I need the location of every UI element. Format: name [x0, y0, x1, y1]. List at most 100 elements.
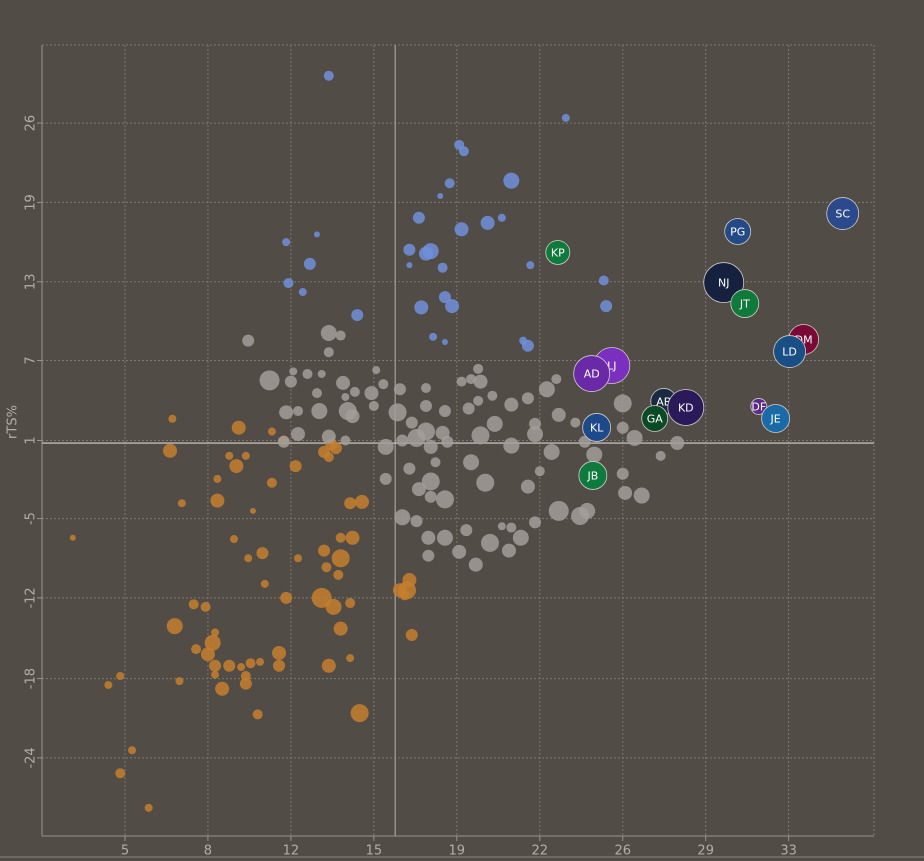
point: [445, 299, 460, 314]
point: [345, 598, 356, 609]
point: [504, 397, 519, 412]
point-label: PG: [730, 225, 745, 238]
point: [497, 213, 506, 222]
x-tick-label: 12: [283, 844, 300, 859]
point: [613, 394, 632, 413]
point: [350, 704, 369, 723]
point: [396, 434, 409, 447]
point: [548, 500, 569, 521]
labeled-point: [573, 355, 611, 392]
point: [420, 399, 432, 412]
point: [468, 557, 483, 572]
point: [69, 534, 76, 541]
point: [323, 452, 334, 463]
point: [323, 70, 334, 81]
point: [333, 621, 348, 636]
point: [128, 746, 137, 755]
point: [527, 426, 544, 443]
point: [249, 507, 256, 514]
point: [336, 375, 351, 390]
point: [293, 406, 303, 417]
point: [284, 375, 297, 388]
point-label: DF: [751, 400, 766, 413]
point: [204, 634, 221, 651]
point: [317, 369, 326, 378]
point: [561, 113, 570, 122]
point: [600, 300, 613, 313]
point: [104, 680, 113, 689]
y-tick-label: 13: [24, 274, 39, 291]
point-label: KL: [590, 421, 604, 434]
point: [321, 429, 336, 444]
point: [438, 405, 451, 418]
point: [320, 324, 337, 341]
point: [289, 460, 302, 473]
labeled-point: [667, 389, 705, 426]
point: [473, 395, 484, 406]
point: [405, 416, 418, 429]
labeled-point: [761, 404, 791, 433]
point: [407, 428, 426, 447]
point: [378, 379, 389, 390]
point: [209, 659, 222, 672]
point: [551, 407, 566, 422]
point: [421, 472, 440, 491]
point: [325, 598, 342, 615]
point: [321, 658, 336, 673]
point: [229, 459, 244, 474]
y-tick-label: 26: [24, 115, 39, 132]
point: [266, 477, 277, 488]
point: [473, 363, 484, 374]
point-label: LJ: [607, 359, 616, 372]
point: [473, 374, 488, 389]
point: [318, 544, 331, 557]
point: [421, 383, 431, 394]
point: [256, 657, 265, 666]
point: [388, 403, 407, 422]
point: [452, 544, 467, 559]
point: [223, 659, 236, 672]
point: [436, 529, 453, 546]
point: [213, 474, 222, 483]
point: [267, 427, 276, 436]
point: [458, 146, 469, 157]
x-tick-label: 33: [780, 844, 797, 859]
point: [239, 677, 252, 690]
point-label: JB: [586, 469, 598, 482]
point-label: KP: [551, 246, 565, 259]
y-tick-label: 7: [24, 356, 39, 364]
point: [298, 288, 307, 297]
point: [481, 533, 499, 552]
point: [406, 262, 413, 269]
point: [302, 368, 313, 379]
point: [438, 291, 451, 304]
point: [444, 178, 455, 189]
point: [211, 670, 220, 679]
labeled-point: [582, 413, 612, 442]
point: [454, 222, 469, 237]
y-tick-label: -18: [24, 668, 39, 689]
labeled-point: [641, 405, 669, 432]
x-tick-label: 29: [697, 844, 714, 859]
point: [177, 499, 186, 508]
point: [331, 549, 350, 568]
point: [423, 439, 438, 454]
point: [410, 515, 423, 528]
point: [116, 672, 125, 681]
point: [333, 569, 344, 580]
point-label: JT: [739, 298, 750, 311]
point: [231, 420, 246, 435]
point: [225, 451, 234, 460]
point: [329, 442, 342, 455]
point: [200, 601, 211, 612]
point: [538, 381, 555, 398]
point: [230, 535, 238, 544]
y-axis-title: rTS%: [6, 405, 21, 439]
point: [429, 332, 438, 341]
point: [598, 275, 609, 286]
point: [670, 436, 685, 451]
point: [351, 309, 364, 322]
point: [399, 590, 410, 601]
point: [355, 494, 369, 509]
y-tick-label: -24: [24, 747, 39, 768]
